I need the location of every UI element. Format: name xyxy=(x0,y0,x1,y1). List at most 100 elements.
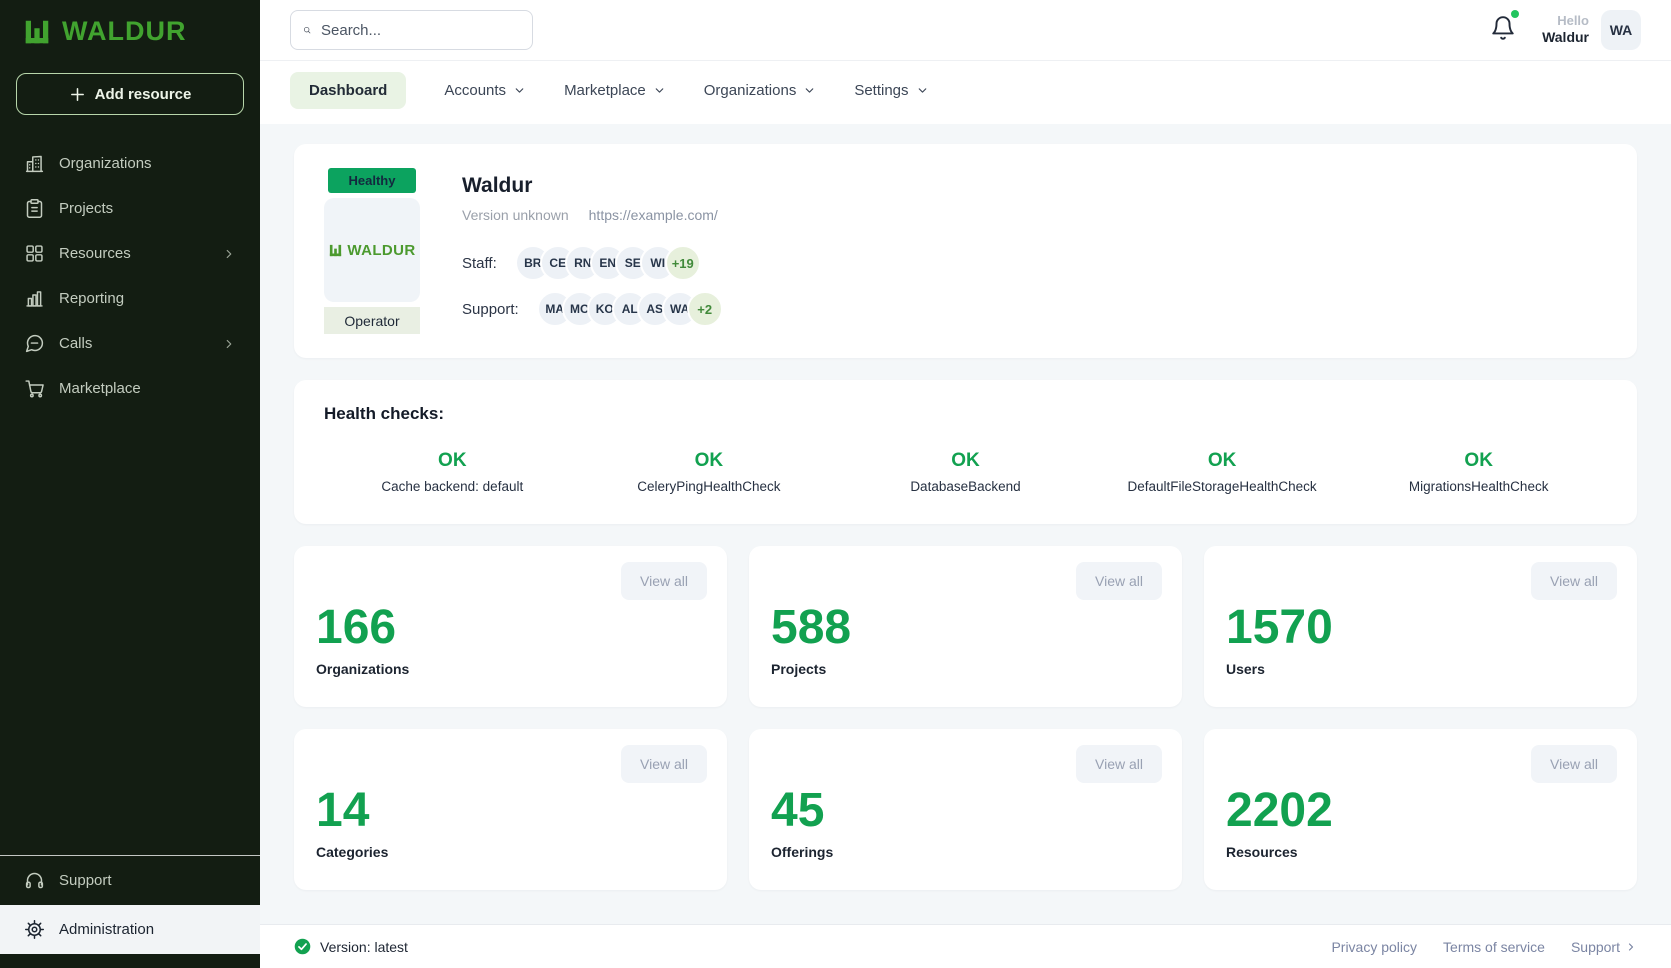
staff-avatar-stack: BR CE RN EN SE WI +19 xyxy=(514,245,701,281)
stat-label: Categories xyxy=(316,844,389,860)
health-status-badge: Healthy xyxy=(328,168,416,193)
chevron-down-icon xyxy=(918,88,926,93)
dashboard-content: Healthy WALDUR Operator Waldur Version u… xyxy=(260,124,1671,924)
view-all-button[interactable]: View all xyxy=(621,562,707,600)
support-avatar-stack: MA MO KO AL AS WA +2 xyxy=(536,291,723,327)
stat-value: 45 xyxy=(771,784,825,837)
health-check-status: OK xyxy=(694,450,724,471)
chevron-down-icon xyxy=(655,88,664,93)
search-icon xyxy=(304,27,311,34)
support-label: Support: xyxy=(462,300,519,318)
instance-overview-card: Healthy WALDUR Operator Waldur Version u… xyxy=(294,144,1637,358)
chevron-down-icon xyxy=(515,88,524,93)
support-link[interactable]: Support xyxy=(1571,939,1637,955)
sidebar-item-support[interactable]: Support xyxy=(0,856,260,905)
terms-of-service-link[interactable]: Terms of service xyxy=(1443,938,1545,955)
chevron-right-icon xyxy=(226,249,232,258)
health-check-label: Cache backend: default xyxy=(381,479,524,494)
headset-icon xyxy=(25,872,44,889)
check-circle-icon xyxy=(294,938,311,955)
username-text: Waldur xyxy=(1542,29,1589,46)
health-check-item: OK CeleryPingHealthCheck xyxy=(581,450,838,494)
sidebar-item-label: Reporting xyxy=(59,290,125,307)
stat-label: Resources xyxy=(1226,844,1298,860)
sidebar-item-administration[interactable]: Administration xyxy=(0,905,260,954)
greeting-text: Hello xyxy=(1557,13,1589,29)
bar-chart-icon xyxy=(26,291,43,307)
health-check-status: OK xyxy=(951,450,980,471)
operator-label: Operator xyxy=(324,307,420,334)
tab-settings[interactable]: Settings xyxy=(854,72,928,109)
stat-value: 166 xyxy=(316,601,397,654)
stat-card-users: View all 1570 Users xyxy=(1204,546,1637,707)
more-support-badge[interactable]: +2 xyxy=(686,291,723,327)
sidebar-item-marketplace[interactable]: Marketplace xyxy=(0,366,260,411)
health-check-status: OK xyxy=(1207,450,1237,471)
privacy-policy-link[interactable]: Privacy policy xyxy=(1331,938,1418,955)
sidebar-item-label: Organizations xyxy=(59,155,152,172)
tab-organizations[interactable]: Organizations xyxy=(704,72,817,109)
user-greeting: Hello Waldur xyxy=(1542,13,1589,47)
stat-card-projects: View all 588 Projects xyxy=(749,546,1182,707)
gear-icon xyxy=(25,920,44,939)
view-all-button[interactable]: View all xyxy=(1531,562,1617,600)
chevron-right-icon xyxy=(1628,942,1634,951)
sidebar: WALDUR Add resource Organizations Projec… xyxy=(0,0,260,968)
user-avatar[interactable]: WA xyxy=(1601,10,1641,50)
sidebar-item-projects[interactable]: Projects xyxy=(0,186,260,231)
sidebar-item-resources[interactable]: Resources xyxy=(0,231,260,276)
chevron-down-icon xyxy=(805,88,814,93)
sidebar-item-organizations[interactable]: Organizations xyxy=(0,141,260,186)
stats-grid: View all 166 Organizations View all 588 … xyxy=(294,546,1637,890)
tab-marketplace[interactable]: Marketplace xyxy=(564,72,666,109)
app-logo-text: WALDUR xyxy=(62,16,187,46)
health-check-item: OK DatabaseBackend xyxy=(837,450,1094,494)
instance-url-link[interactable]: https://example.com/ xyxy=(588,207,718,223)
health-check-label: DatabaseBackend xyxy=(910,479,1021,494)
stat-value: 2202 xyxy=(1226,784,1333,837)
search-box[interactable] xyxy=(290,10,533,50)
chat-bubble-icon xyxy=(25,334,44,353)
stat-value: 1570 xyxy=(1226,601,1333,654)
grid-icon xyxy=(26,245,43,262)
clipboard-icon xyxy=(26,199,43,218)
sidebar-item-reporting[interactable]: Reporting xyxy=(0,276,260,321)
health-checks-title: Health checks: xyxy=(324,404,444,423)
more-staff-badge[interactable]: +19 xyxy=(664,245,701,281)
sidebar-nav: Organizations Projects Resources Reporti… xyxy=(0,141,260,411)
tab-accounts[interactable]: Accounts xyxy=(444,72,526,109)
sidebar-item-label: Support xyxy=(59,872,112,889)
view-all-button[interactable]: View all xyxy=(1076,562,1162,600)
tab-dashboard[interactable]: Dashboard xyxy=(290,72,407,109)
footer: Version: latest Privacy policy Terms of … xyxy=(260,924,1671,968)
view-all-button[interactable]: View all xyxy=(1076,745,1162,783)
search-input[interactable] xyxy=(321,21,520,39)
health-check-item: OK MigrationsHealthCheck xyxy=(1350,450,1607,494)
sidebar-item-label: Calls xyxy=(59,335,93,352)
stat-label: Projects xyxy=(771,661,827,677)
tab-label: Organizations xyxy=(703,82,797,99)
notification-dot xyxy=(1511,9,1520,18)
building-icon xyxy=(25,155,44,173)
instance-logo: WALDUR xyxy=(324,198,420,302)
notifications-button[interactable] xyxy=(1490,9,1520,46)
add-resource-button[interactable]: Add resource xyxy=(16,73,244,115)
staff-label: Staff: xyxy=(462,254,497,272)
stat-card-organizations: View all 166 Organizations xyxy=(294,546,727,707)
view-all-button[interactable]: View all xyxy=(1531,745,1617,783)
waldur-logo-icon xyxy=(25,20,49,43)
main-nav-tabs: Dashboard Accounts Marketplace Organizat… xyxy=(260,61,1671,124)
stat-label: Users xyxy=(1226,661,1265,677)
staff-row: Staff: BR CE RN EN SE WI +19 xyxy=(462,245,1607,281)
view-all-button[interactable]: View all xyxy=(621,745,707,783)
cart-icon xyxy=(25,380,44,398)
instance-version: Version unknown xyxy=(462,207,569,223)
bell-icon xyxy=(1492,15,1514,40)
top-bar: Hello Waldur WA xyxy=(260,0,1671,61)
sidebar-item-label: Administration xyxy=(59,921,155,938)
waldur-logo-icon xyxy=(330,244,342,256)
app-logo[interactable]: WALDUR xyxy=(0,0,260,57)
stat-label: Organizations xyxy=(316,661,410,677)
sidebar-item-calls[interactable]: Calls xyxy=(0,321,260,366)
tab-label: Dashboard xyxy=(309,82,388,99)
